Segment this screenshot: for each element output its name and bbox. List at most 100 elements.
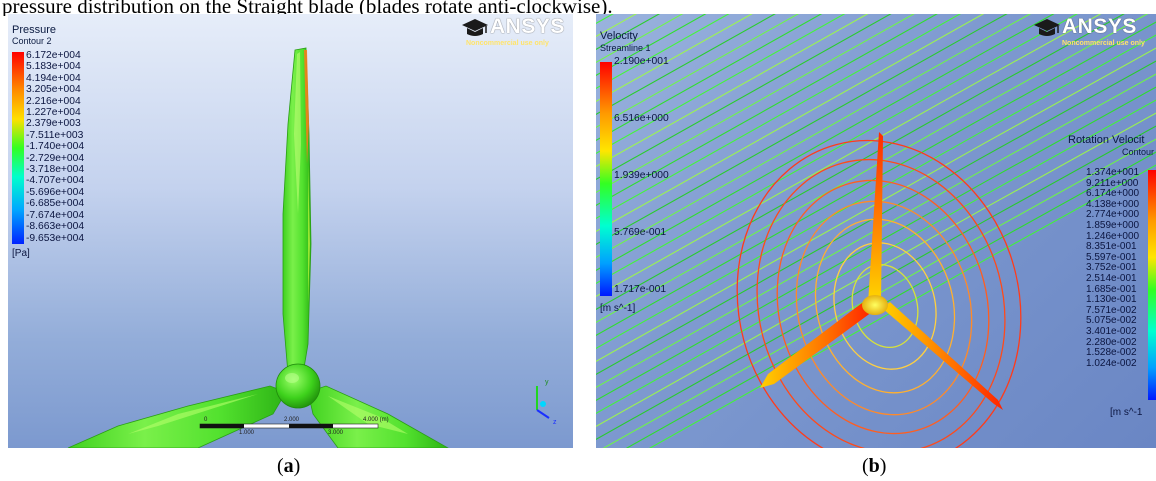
- tick-label: -6.685e+004: [26, 198, 85, 210]
- scale-label-1: 1.000: [239, 430, 255, 436]
- tick-label: 6.172e+004: [26, 50, 81, 61]
- tick-label: 2.216e+004: [26, 95, 81, 107]
- green-streamline: [596, 14, 1031, 259]
- subfigure-label-b: (b): [862, 455, 887, 477]
- green-streamline: [596, 125, 1156, 441]
- green-streamline: [596, 86, 1156, 402]
- tick-label: -7.674e+004: [26, 209, 85, 221]
- tick-label: 1.227e+004: [26, 107, 81, 119]
- green-streamlines: [596, 14, 1156, 448]
- green-streamline: [596, 14, 707, 77]
- blade-lower-right: [882, 302, 1003, 410]
- green-streamline: [596, 14, 799, 129]
- rotation-velocity-unit: [m s^-1: [1110, 407, 1143, 418]
- green-streamline: [596, 14, 660, 51]
- tick-label: 4.194e+004: [26, 72, 81, 84]
- green-streamline: [596, 14, 1125, 311]
- green-streamline: [596, 14, 1008, 246]
- tick-label: 9.211e+000: [1086, 177, 1139, 189]
- tick-label: 1.939e+000: [614, 170, 669, 181]
- ansys-logo: ANSYS: [490, 15, 565, 38]
- green-streamline: [596, 14, 845, 155]
- tick-label: 2.280e-002: [1086, 336, 1137, 348]
- tick-label: 8.351e-001: [1086, 241, 1137, 253]
- tick-label: -3.718e+004: [26, 164, 85, 176]
- vortex-ring: [776, 179, 990, 435]
- green-streamline: [596, 14, 822, 142]
- tick-label: 1.717e-001: [614, 284, 667, 295]
- green-streamline: [596, 14, 1149, 324]
- green-streamline: [596, 73, 1156, 389]
- green-streamline: [596, 14, 938, 207]
- green-streamline: [596, 14, 892, 181]
- blade-lower-left: [760, 300, 872, 388]
- ansys-logo: ANSYS: [1062, 15, 1137, 38]
- velocity-colorbar: [600, 62, 612, 296]
- blade-upper: [868, 132, 883, 304]
- tick-label: -8.663e+004: [26, 221, 85, 233]
- panel-b-velocity-render: Velocity Streamline 1 2.190e+001 6.516e+0…: [596, 14, 1156, 448]
- tick-label: 3.205e+004: [26, 84, 81, 96]
- figure-caption: pressure distribution on the Straight bl…: [2, 0, 613, 16]
- legend-b-subtitle: Streamline 1: [600, 43, 651, 53]
- streamlines-field: [596, 14, 1156, 448]
- tick-label: 1.859e+000: [1086, 219, 1140, 231]
- vortex-ring: [756, 158, 1006, 448]
- scale-label-3: 3.000: [328, 430, 344, 436]
- axis-y-label: y: [545, 379, 549, 386]
- tick-label: 1.246e+000: [1086, 230, 1140, 242]
- green-streamline: [596, 21, 1156, 337]
- vortex-ring: [736, 139, 1022, 448]
- vortex-ring: [833, 242, 937, 370]
- tick-label: 1.528e-002: [1086, 347, 1137, 359]
- hub-b: [862, 295, 888, 315]
- legend-b2-subtitle: Contour: [1122, 147, 1155, 157]
- green-streamline: [596, 14, 776, 116]
- tick-label: 2.774e+000: [1086, 209, 1140, 221]
- axis-triad-icon: y z: [536, 379, 557, 426]
- tick-label: -9.653e+004: [26, 232, 85, 244]
- green-streamline: [596, 14, 753, 103]
- tick-label: 1.374e+001: [1086, 167, 1140, 178]
- axis-z-label: z: [553, 419, 557, 426]
- panel-a-pressure-render: Pressure Contour 2 6.172e+004 5.183e+004 4…: [8, 14, 573, 448]
- scale-label-2: 2.000: [284, 417, 300, 423]
- tick-label: 7.571e-002: [1086, 304, 1137, 316]
- green-streamline: [596, 14, 1102, 298]
- tick-label: -7.511e+003: [26, 129, 84, 141]
- tick-label: 5.597e-001: [1086, 251, 1137, 263]
- ansys-tagline: Noncommercial use only: [466, 40, 549, 47]
- rotation-velocity-tick-labels: 1.374e+001 9.211e+000 6.174e+000 4.138e+000…: [1086, 167, 1140, 369]
- subfigure-label-a: (a): [277, 455, 301, 477]
- tick-label: 5.183e+004: [26, 61, 81, 73]
- rotation-velocity-colorbar: [1148, 170, 1156, 400]
- tick-label: -5.696e+004: [26, 186, 85, 198]
- tick-label: 2.514e-001: [1086, 272, 1137, 284]
- tick-label: 2.190e+001: [614, 56, 669, 67]
- scale-label-4: 4.000 (m): [363, 417, 389, 423]
- tick-label: -1.740e+004: [26, 141, 85, 153]
- tick-label: 6.516e+000: [614, 113, 669, 124]
- graduation-cap-icon: [1034, 19, 1060, 36]
- green-streamline: [596, 14, 684, 64]
- green-streamline: [596, 14, 1055, 272]
- green-streamline: [596, 14, 915, 194]
- legend-b-title: Velocity: [600, 30, 638, 42]
- tick-label: -4.707e+004: [26, 175, 85, 187]
- green-streamline: [596, 34, 1156, 350]
- tick-label: 4.138e+000: [1086, 198, 1140, 210]
- green-streamline: [596, 14, 985, 233]
- turbine-pressure-model: [67, 47, 449, 448]
- green-streamline: [596, 14, 869, 168]
- graduation-cap-icon: [462, 19, 488, 36]
- pressure-colorbar: [12, 52, 24, 244]
- green-streamline: [596, 47, 1156, 363]
- tick-label: 1.685e-001: [1086, 283, 1137, 295]
- scale-label-0: 0: [204, 417, 208, 423]
- tick-label: 6.174e+000: [1086, 188, 1140, 200]
- vortex-ring: [795, 200, 973, 416]
- tick-label: 3.401e-002: [1086, 325, 1137, 337]
- green-streamline: [596, 60, 1156, 376]
- tick-label: 3.752e-001: [1086, 262, 1137, 274]
- pressure-unit: [Pa]: [12, 248, 30, 259]
